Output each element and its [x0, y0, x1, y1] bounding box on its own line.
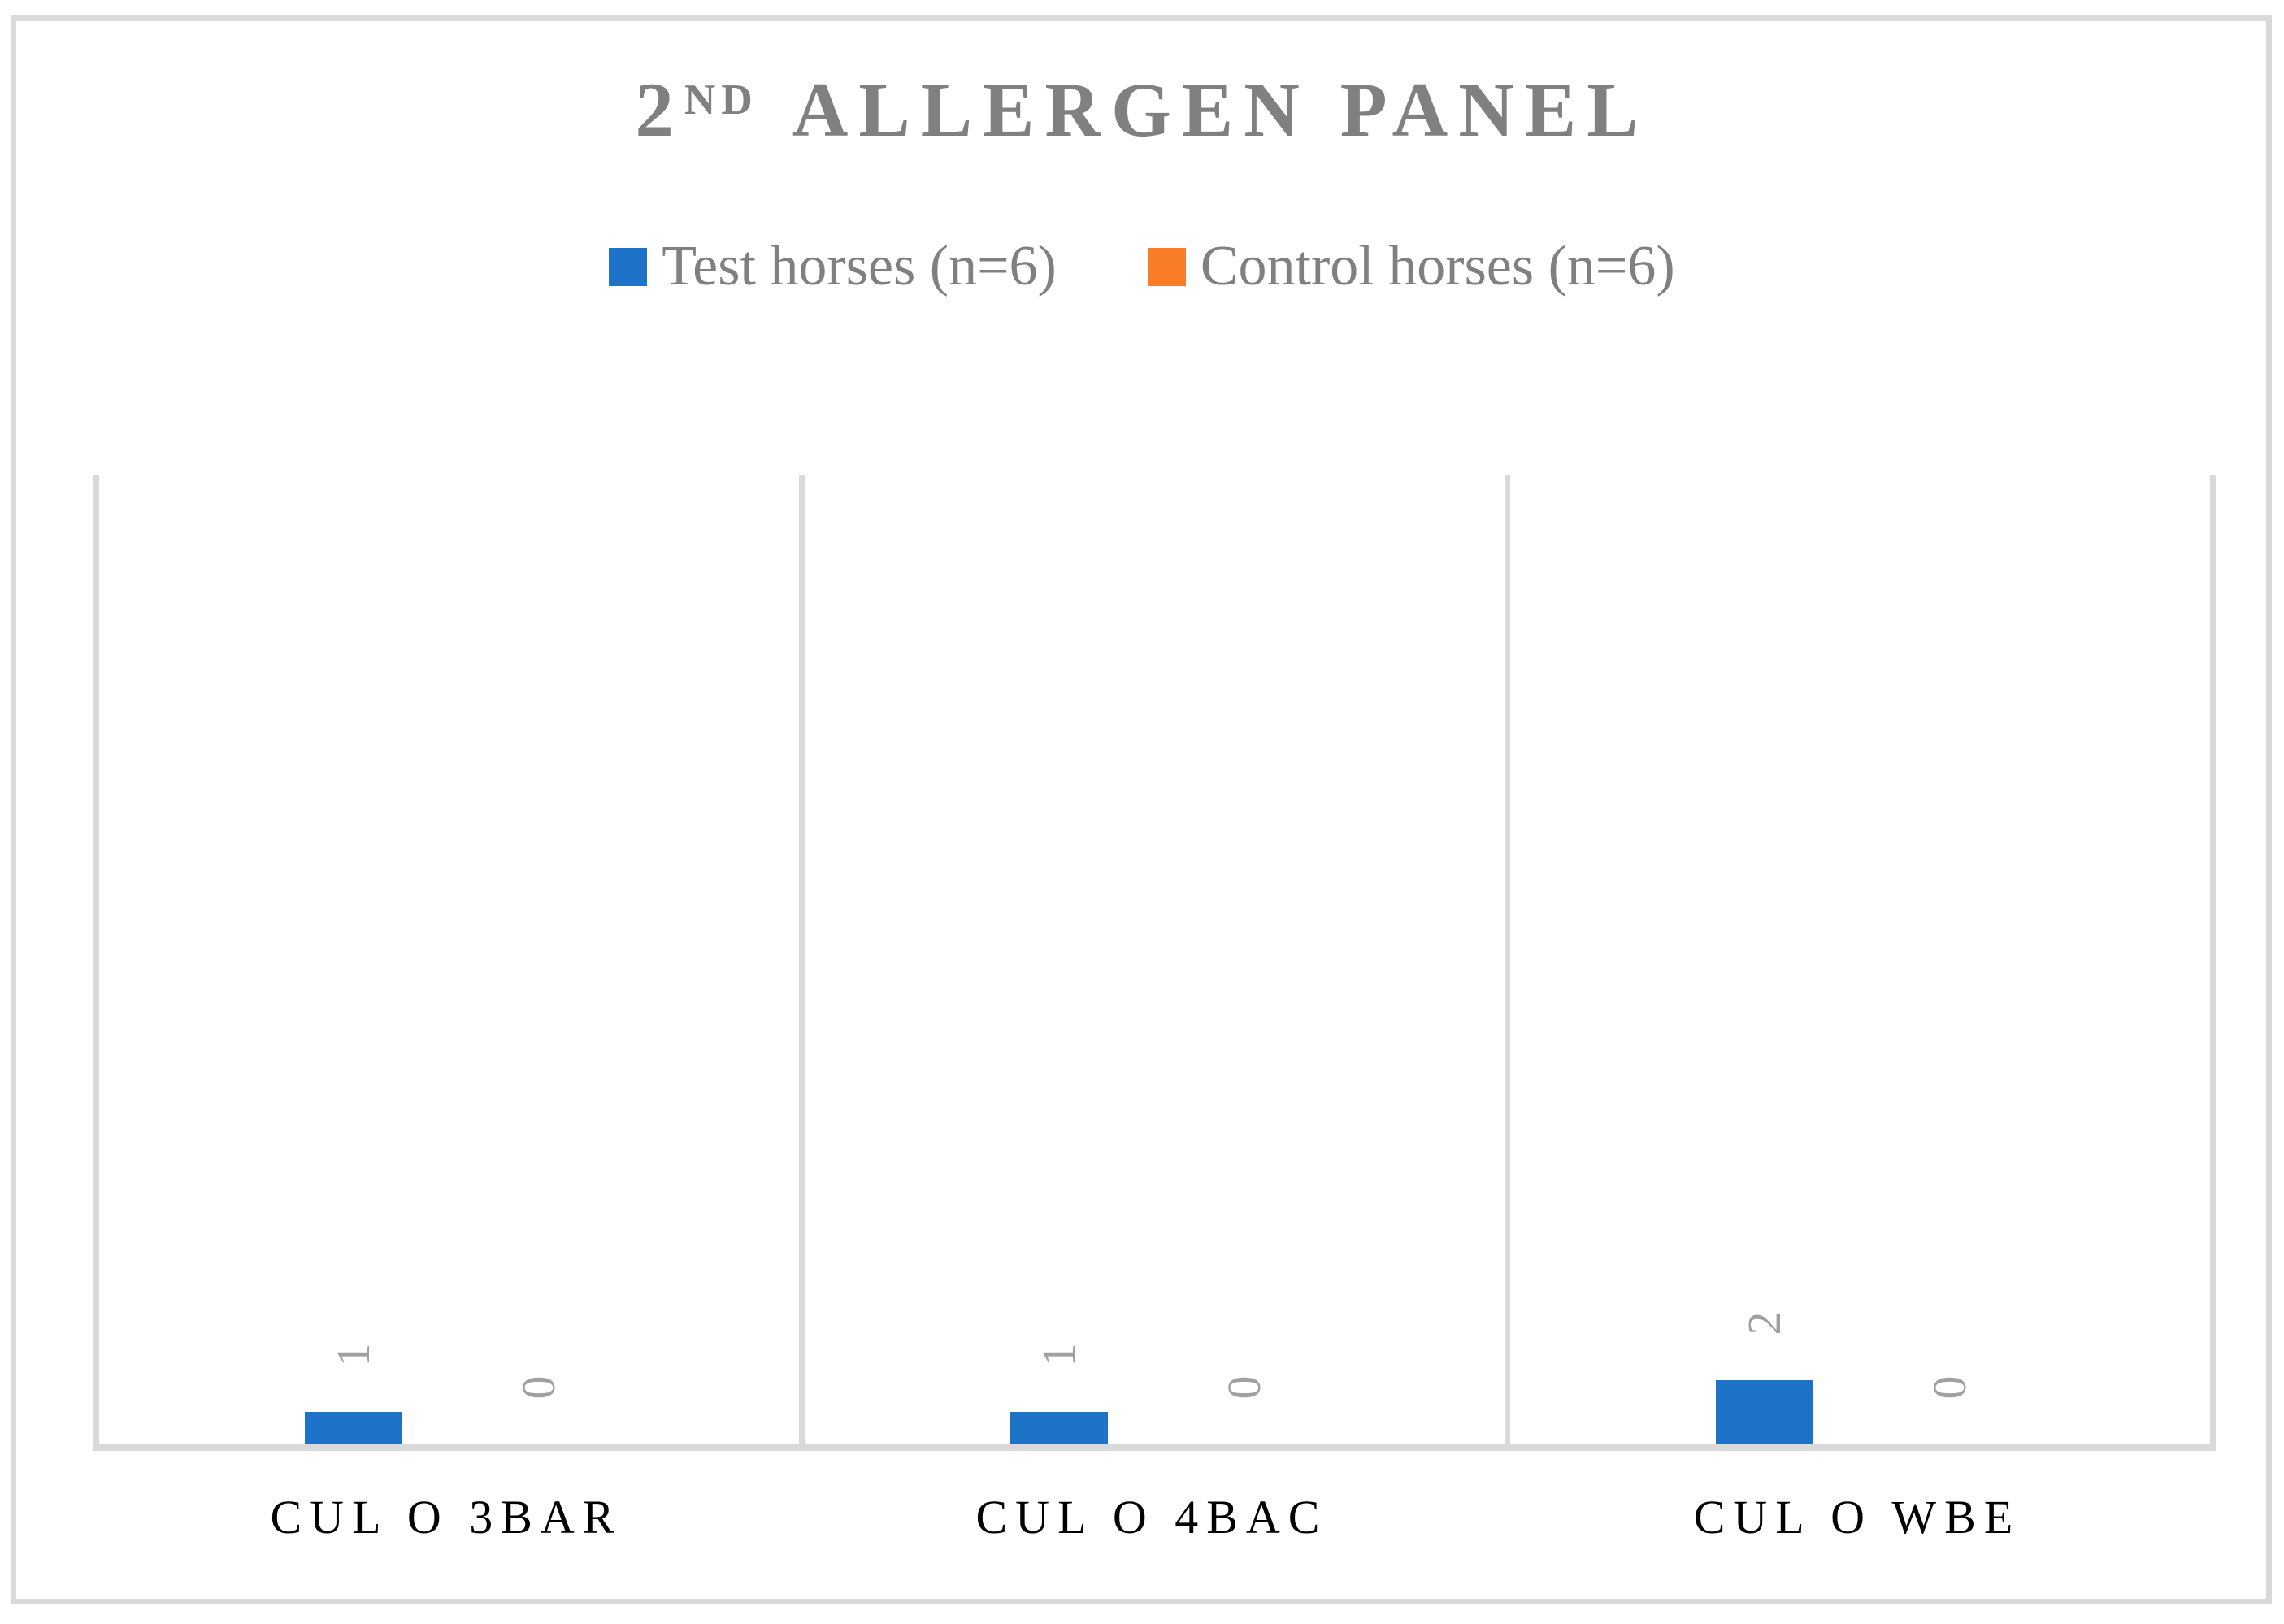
- blue-square-swatch: [609, 247, 648, 286]
- category-label-3: CUL O WBE: [1693, 1491, 2021, 1544]
- category-separator-line: [1505, 475, 1510, 1444]
- legend-item-2: Control horses (n=6): [1147, 235, 1675, 297]
- legend: Test horses (n=6) Control horses (n=6): [0, 238, 2284, 295]
- bar-series1-cul-o-wbe: [1716, 1380, 1813, 1444]
- data-label: 1: [327, 1343, 380, 1367]
- x-axis-baseline: [93, 1444, 2216, 1451]
- legend-label: Control horses (n=6): [1200, 235, 1675, 297]
- figure-border: [11, 15, 2272, 1604]
- category-separator-line: [799, 475, 805, 1444]
- plot-area: 1 0 1 0 2 0: [93, 475, 2216, 1444]
- data-label: 0: [512, 1375, 565, 1400]
- category-label-1: CUL O 3BAR: [270, 1491, 623, 1544]
- plot-left-edge-line: [93, 475, 99, 1444]
- title-text: ALLERGEN PANEL: [792, 67, 1649, 153]
- legend-label: Test horses (n=6): [662, 235, 1057, 297]
- title-number: 2: [635, 67, 684, 153]
- title-ordinal-suffix: ND: [684, 76, 758, 124]
- chart-title: 2ND ALLERGEN PANEL: [0, 67, 2284, 153]
- data-label: 1: [1032, 1343, 1085, 1367]
- plot-right-edge-line: [2210, 475, 2216, 1444]
- bar-series1-cul-o-3bar: [305, 1412, 402, 1444]
- category-label-2: CUL O 4BAC: [975, 1491, 1328, 1544]
- orange-square-swatch: [1147, 247, 1186, 286]
- data-label: 0: [1218, 1375, 1270, 1400]
- legend-item-1: Test horses (n=6): [609, 238, 1057, 295]
- data-label: 2: [1738, 1311, 1791, 1335]
- bar-series1-cul-o-4bac: [1010, 1412, 1108, 1444]
- data-label: 0: [1923, 1375, 1976, 1400]
